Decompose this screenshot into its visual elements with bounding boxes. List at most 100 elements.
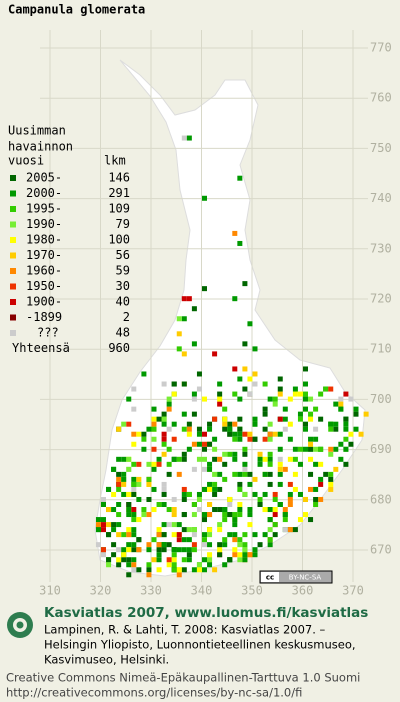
occurrence-square: [207, 562, 213, 568]
occurrence-square: [217, 486, 223, 492]
occurrence-square: [277, 431, 283, 437]
atlas-name: Kasviatlas 2007, www.luomus.fi/kasviatla…: [44, 605, 368, 621]
occurrence-square: [252, 532, 258, 538]
occurrence-square: [181, 426, 187, 432]
occurrence-square: [237, 486, 243, 492]
occurrence-square: [333, 426, 339, 432]
occurrence-square: [242, 366, 248, 372]
occurrence-square: [207, 502, 213, 507]
occurrence-square: [277, 471, 283, 477]
occurrence-square: [141, 371, 147, 377]
legend-swatch: [10, 330, 16, 336]
occurrence-square: [303, 421, 308, 427]
occurrence-square: [186, 421, 192, 427]
occurrence-square: [282, 416, 288, 422]
occurrence-square: [272, 491, 278, 497]
occurrence-square: [328, 421, 334, 427]
occurrence-square: [186, 426, 192, 432]
occurrence-square: [151, 436, 157, 442]
easting-label: 360: [292, 584, 314, 598]
occurrence-square: [292, 456, 298, 462]
occurrence-square: [272, 512, 278, 518]
easting-label: 320: [90, 584, 112, 598]
occurrence-square: [131, 406, 137, 412]
occurrence-square: [126, 532, 132, 538]
occurrence-square: [262, 532, 268, 538]
occurrence-square: [338, 441, 344, 447]
occurrence-square: [131, 547, 137, 553]
occurrence-square: [101, 527, 106, 533]
occurrence-square: [297, 391, 303, 397]
occurrence-square: [247, 391, 253, 397]
occurrence-square: [237, 431, 243, 437]
occurrence-square: [297, 446, 303, 452]
occurrence-square: [313, 461, 319, 467]
occurrence-square: [313, 436, 319, 442]
easting-label: 330: [140, 584, 162, 598]
easting-label: 370: [342, 584, 364, 598]
occurrence-square: [237, 416, 243, 422]
occurrence-square: [267, 461, 273, 467]
occurrence-square: [267, 481, 273, 487]
occurrence-square: [106, 486, 112, 492]
occurrence-square: [282, 426, 288, 432]
occurrence-square: [146, 567, 152, 573]
occurrence-square: [202, 446, 207, 452]
occurrence-square: [111, 552, 117, 558]
occurrence-square: [146, 512, 152, 518]
occurrence-square: [207, 552, 213, 558]
occurrence-square: [176, 547, 182, 553]
occurrence-square: [161, 411, 167, 417]
occurrence-square: [328, 471, 334, 477]
occurrence-square: [106, 522, 112, 528]
occurrence-square: [287, 496, 293, 502]
occurrence-square: [101, 502, 106, 507]
occurrence-square: [161, 547, 167, 553]
occurrence-square: [146, 542, 152, 548]
occurrence-square: [131, 557, 137, 563]
legend-year: 1960-: [26, 264, 62, 278]
occurrence-square: [252, 371, 258, 377]
legend-total-label: Yhteensä: [12, 341, 70, 355]
occurrence-square: [136, 537, 142, 543]
occurrence-square: [202, 537, 207, 543]
occurrence-square: [272, 496, 278, 502]
occurrence-square: [171, 562, 177, 568]
occurrence-square: [212, 446, 218, 452]
occurrence-square: [338, 396, 344, 402]
occurrence-square: [196, 386, 202, 392]
occurrence-square: [227, 512, 233, 518]
occurrence-square: [303, 496, 308, 502]
occurrence-square: [303, 396, 308, 402]
occurrence-square: [343, 461, 349, 467]
occurrence-square: [202, 396, 207, 402]
occurrence-square: [151, 537, 157, 543]
occurrence-square: [166, 557, 172, 563]
occurrence-square: [111, 491, 117, 497]
occurrence-square: [222, 426, 228, 432]
occurrence-square: [237, 436, 243, 442]
occurrence-square: [171, 567, 177, 573]
occurrence-square: [126, 491, 132, 497]
occurrence-square: [343, 446, 349, 452]
northing-label: 680: [370, 492, 392, 506]
occurrence-square: [348, 396, 354, 402]
occurrence-square: [318, 476, 324, 482]
occurrence-square: [232, 522, 238, 528]
occurrence-square: [297, 461, 303, 467]
occurrence-square: [131, 562, 137, 568]
occurrence-square: [101, 517, 106, 523]
occurrence-squares: [95, 135, 369, 578]
occurrence-square: [121, 471, 127, 477]
occurrence-square: [202, 456, 207, 462]
occurrence-square: [126, 421, 132, 427]
occurrence-square: [207, 527, 213, 533]
occurrence-square: [111, 542, 117, 548]
occurrence-square: [121, 552, 127, 558]
occurrence-square: [237, 471, 243, 477]
occurrence-square: [207, 441, 213, 447]
occurrence-square: [161, 381, 167, 387]
legend-year: -1899: [26, 310, 62, 324]
occurrence-square: [202, 517, 207, 523]
occurrence-square: [106, 557, 112, 563]
